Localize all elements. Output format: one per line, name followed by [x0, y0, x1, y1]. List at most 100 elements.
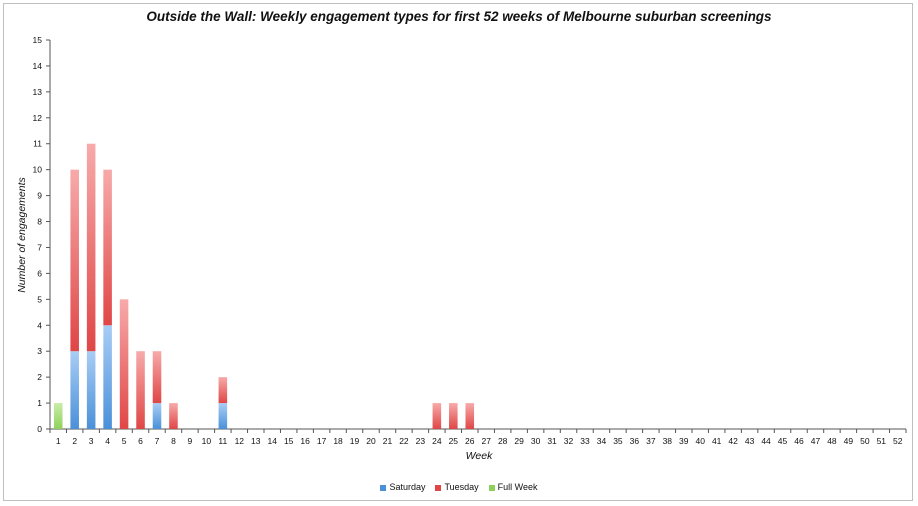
- x-tick-label: 15: [284, 436, 294, 446]
- y-tick-label: 0: [37, 424, 42, 434]
- legend-item-tuesday: Tuesday: [435, 482, 479, 492]
- x-tick-label: 35: [613, 436, 623, 446]
- y-tick-label: 5: [37, 294, 42, 304]
- x-tick-label: 16: [300, 436, 310, 446]
- x-tick-label: 48: [827, 436, 837, 446]
- x-tick-label: 20: [366, 436, 376, 446]
- x-tick-label: 50: [860, 436, 870, 446]
- bar-saturday-week-4: [103, 325, 112, 429]
- x-tick-label: 37: [646, 436, 656, 446]
- x-tick-label: 14: [267, 436, 277, 446]
- legend: Saturday Tuesday Full Week: [0, 482, 918, 492]
- x-tick-label: 51: [877, 436, 887, 446]
- x-tick-label: 22: [399, 436, 409, 446]
- x-tick-label: 3: [89, 436, 94, 446]
- x-tick-labels: 1 2 3 4 5 6 7 8 9 10 11 12 13 14 15 16 17 18 19 20 21 22 23 24 2…: [49, 429, 907, 446]
- y-tick-label: 10: [33, 165, 43, 175]
- bar-tuesday-week-26: [465, 403, 475, 429]
- x-tick-label: 7: [155, 436, 160, 446]
- x-tick-label: 19: [350, 436, 360, 446]
- bar-tuesday-week-24: [432, 403, 442, 429]
- x-tick-label: 36: [630, 436, 640, 446]
- x-tick-label: 4: [105, 436, 110, 446]
- x-axis-label: Week: [465, 450, 493, 462]
- x-tick-label: 34: [597, 436, 607, 446]
- x-tick-label: 47: [811, 436, 821, 446]
- x-tick-label: 28: [498, 436, 508, 446]
- legend-swatch: [435, 484, 442, 491]
- x-tick-label: 42: [728, 436, 738, 446]
- y-tick-label: 12: [33, 113, 43, 123]
- x-tick-label: 9: [188, 436, 193, 446]
- legend-label: Full Week: [497, 482, 538, 492]
- bar-saturday-week-3: [86, 351, 96, 429]
- y-tick-label: 14: [33, 61, 43, 71]
- x-tick-label: 29: [514, 436, 524, 446]
- x-tick-label: 12: [235, 436, 245, 446]
- x-tick-label: 30: [531, 436, 541, 446]
- x-tick-label: 1: [56, 436, 61, 446]
- x-tick-label: 46: [794, 436, 804, 446]
- bar-tuesday-week-3: [86, 143, 96, 352]
- y-tick-label: 9: [37, 191, 42, 201]
- bar-tuesday-week-7: [152, 351, 162, 404]
- x-tick-label: 41: [712, 436, 722, 446]
- y-tick-label: 15: [33, 35, 43, 45]
- y-tick-label: 7: [37, 242, 42, 252]
- x-tick-label: 40: [695, 436, 705, 446]
- y-tick-label: 2: [37, 372, 42, 382]
- x-tick-label: 21: [383, 436, 393, 446]
- x-tick-label: 11: [218, 436, 227, 446]
- legend-label: Tuesday: [444, 482, 479, 492]
- x-tick-label: 2: [72, 436, 77, 446]
- x-tick-label: 33: [580, 436, 590, 446]
- x-tick-label: 10: [202, 436, 212, 446]
- bar-saturday-week-2: [70, 351, 79, 429]
- legend-swatch: [380, 484, 387, 491]
- bar-tuesday-week-8: [169, 403, 178, 429]
- y-tick-label: 6: [37, 268, 42, 278]
- chart-title: Outside the Wall: Weekly engagement type…: [146, 9, 772, 24]
- x-tick-label: 27: [481, 436, 491, 446]
- y-tick-label: 8: [37, 217, 42, 227]
- x-tick-label: 45: [778, 436, 788, 446]
- bars: [53, 143, 475, 429]
- legend-swatch: [488, 484, 495, 491]
- x-tick-label: 52: [893, 436, 903, 446]
- legend-item-saturday: Saturday: [380, 482, 425, 492]
- x-tick-label: 13: [251, 436, 261, 446]
- bar-tuesday-week-11: [218, 377, 228, 404]
- bar-tuesday-week-25: [449, 403, 458, 429]
- y-tick-label: 13: [33, 87, 43, 97]
- bar-tuesday-week-5: [119, 299, 129, 429]
- legend-item-full-week: Full Week: [488, 482, 538, 492]
- bar-saturday-week-11: [218, 403, 228, 429]
- x-tick-label: 38: [663, 436, 673, 446]
- x-tick-label: 23: [416, 436, 426, 446]
- legend-label: Saturday: [389, 482, 426, 492]
- y-tick-label: 1: [37, 398, 42, 408]
- bar-saturday-week-7: [152, 403, 162, 429]
- x-tick-label: 6: [138, 436, 143, 446]
- x-tick-label: 18: [333, 436, 343, 446]
- x-tick-label: 17: [317, 436, 327, 446]
- x-tick-label: 44: [761, 436, 771, 446]
- x-tick-label: 25: [449, 436, 459, 446]
- x-tick-label: 49: [844, 436, 854, 446]
- bar-tuesday-week-6: [136, 351, 145, 429]
- axes: [49, 40, 906, 430]
- x-tick-label: 24: [432, 436, 442, 446]
- bar-tuesday-week-4: [103, 169, 112, 326]
- x-tick-label: 31: [547, 436, 557, 446]
- bar-tuesday-week-2: [70, 169, 79, 352]
- y-tick-label: 4: [37, 320, 42, 330]
- x-tick-label: 26: [465, 436, 475, 446]
- x-tick-label: 8: [171, 436, 176, 446]
- x-tick-label: 5: [122, 436, 127, 446]
- x-tick-label: 39: [679, 436, 689, 446]
- bar-full-week-week-1: [53, 403, 63, 429]
- x-tick-label: 43: [745, 436, 755, 446]
- y-tick-label: 3: [37, 346, 42, 356]
